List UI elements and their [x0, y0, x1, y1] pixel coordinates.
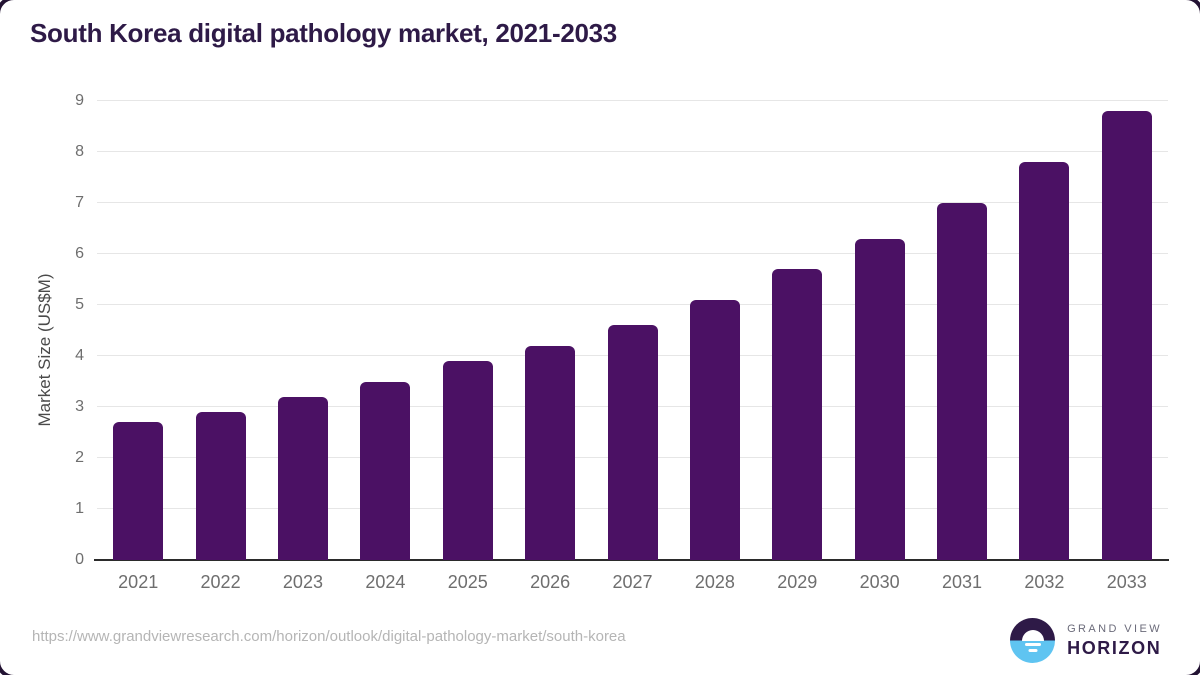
- logo-text: GRAND VIEW HORIZON: [1067, 623, 1162, 659]
- y-tick-label-1: 1: [75, 500, 84, 517]
- bar-2024: [360, 381, 411, 560]
- x-tick-label-2023: 2023: [282, 572, 323, 592]
- reflection-line: [1028, 648, 1038, 652]
- bar-2026: [525, 345, 576, 560]
- y-tick-label-7: 7: [75, 194, 84, 211]
- bar-2032: [1019, 162, 1070, 560]
- y-tick-label-6: 6: [75, 245, 84, 262]
- x-tick-label-2033: 2033: [1106, 572, 1147, 592]
- bar-2031: [937, 203, 988, 560]
- y-tick-label-4: 4: [75, 347, 84, 364]
- bar-2033: [1101, 111, 1152, 560]
- bar-2030: [854, 238, 905, 560]
- x-tick-label-2030: 2030: [859, 572, 900, 592]
- gridline-6: [97, 253, 1168, 254]
- y-tick-label-5: 5: [75, 296, 84, 313]
- gridline-8: [97, 151, 1168, 152]
- plot-area: 0 1 2 3 4 5 6 7 8 9 2021 2022 2023 2024 2025 2026 2027 20…: [75, 92, 1169, 592]
- gridline-9: [97, 100, 1168, 101]
- sun-dome-shape: [1021, 629, 1044, 641]
- x-tick-label-2024: 2024: [365, 572, 406, 592]
- y-tick-label-2: 2: [75, 449, 84, 466]
- source-url: https://www.grandviewresearch.com/horizo…: [32, 628, 626, 645]
- x-tick-label-2031: 2031: [942, 572, 983, 592]
- x-tick-label-2028: 2028: [694, 572, 735, 592]
- logo-brand-name: GRAND VIEW: [1067, 622, 1162, 635]
- grand-view-horizon-logo: GRAND VIEW HORIZON: [1010, 618, 1162, 663]
- gridline-7: [97, 202, 1168, 203]
- bar-2021: [113, 422, 164, 560]
- horizon-sun-icon: [1010, 618, 1056, 663]
- bar-2023: [277, 396, 328, 560]
- x-tick-label-2027: 2027: [612, 572, 653, 592]
- bar-2028: [689, 299, 740, 560]
- bar-2027: [607, 325, 658, 560]
- logo-product-name: HORIZON: [1067, 637, 1162, 658]
- y-tick-label-9: 9: [75, 92, 84, 109]
- y-tick-label-3: 3: [75, 398, 84, 415]
- bar-2029: [772, 269, 823, 560]
- y-tick-label-0: 0: [75, 551, 84, 568]
- chart-title: South Korea digital pathology market, 20…: [30, 18, 617, 48]
- x-tick-label-2025: 2025: [447, 572, 488, 592]
- reflection-line: [1024, 642, 1041, 646]
- bar-2025: [442, 361, 493, 560]
- x-tick-label-2032: 2032: [1024, 572, 1065, 592]
- x-axis-line: [94, 559, 1169, 561]
- bar-2022: [195, 412, 246, 560]
- x-tick-label-2029: 2029: [777, 572, 818, 592]
- x-tick-label-2021: 2021: [118, 572, 159, 592]
- x-tick-label-2022: 2022: [200, 572, 241, 592]
- gridline-5: [97, 304, 1168, 305]
- y-tick-label-8: 8: [75, 143, 84, 160]
- x-tick-label-2026: 2026: [530, 572, 571, 592]
